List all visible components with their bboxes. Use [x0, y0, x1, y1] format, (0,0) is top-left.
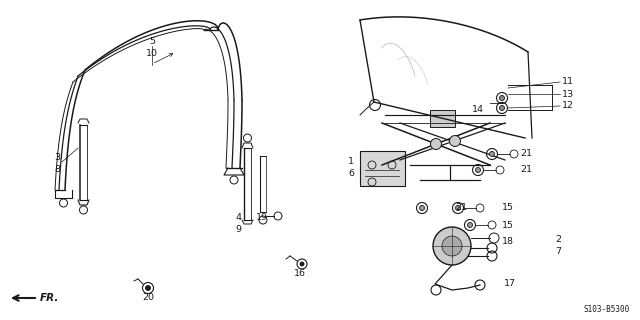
Text: 21: 21 [520, 149, 532, 158]
Text: FR.: FR. [40, 293, 60, 303]
Circle shape [449, 135, 461, 147]
Text: 21: 21 [520, 165, 532, 174]
Text: 16: 16 [294, 269, 306, 278]
FancyBboxPatch shape [360, 151, 405, 186]
Text: 6: 6 [348, 170, 354, 179]
Text: 10: 10 [146, 50, 158, 59]
Bar [430, 110, 455, 127]
Text: 15: 15 [502, 204, 514, 212]
Text: 8: 8 [54, 165, 60, 174]
Text: 21: 21 [455, 204, 467, 212]
Circle shape [433, 227, 471, 265]
Circle shape [442, 236, 462, 256]
Text: S103-B5300: S103-B5300 [584, 305, 630, 314]
Text: 2: 2 [555, 236, 561, 244]
Text: 12: 12 [562, 101, 574, 110]
Text: 14: 14 [472, 106, 484, 115]
Circle shape [490, 151, 495, 156]
Circle shape [145, 285, 150, 291]
Circle shape [419, 205, 424, 211]
Text: 20: 20 [142, 293, 154, 302]
Text: 1: 1 [348, 157, 354, 166]
Circle shape [300, 262, 304, 266]
Text: 13: 13 [562, 90, 574, 99]
Circle shape [431, 139, 442, 149]
Text: 18: 18 [502, 237, 514, 246]
Circle shape [476, 167, 481, 172]
Text: 19: 19 [256, 213, 268, 222]
Circle shape [499, 95, 504, 100]
Text: 7: 7 [555, 247, 561, 257]
Text: 17: 17 [504, 279, 516, 289]
Text: 4: 4 [235, 213, 241, 222]
Text: 11: 11 [562, 77, 574, 86]
Circle shape [499, 106, 504, 110]
Text: 3: 3 [54, 154, 60, 163]
Text: 5: 5 [149, 37, 155, 46]
Circle shape [456, 205, 461, 211]
Text: 9: 9 [235, 226, 241, 235]
Text: 15: 15 [502, 221, 514, 230]
Circle shape [467, 222, 472, 228]
